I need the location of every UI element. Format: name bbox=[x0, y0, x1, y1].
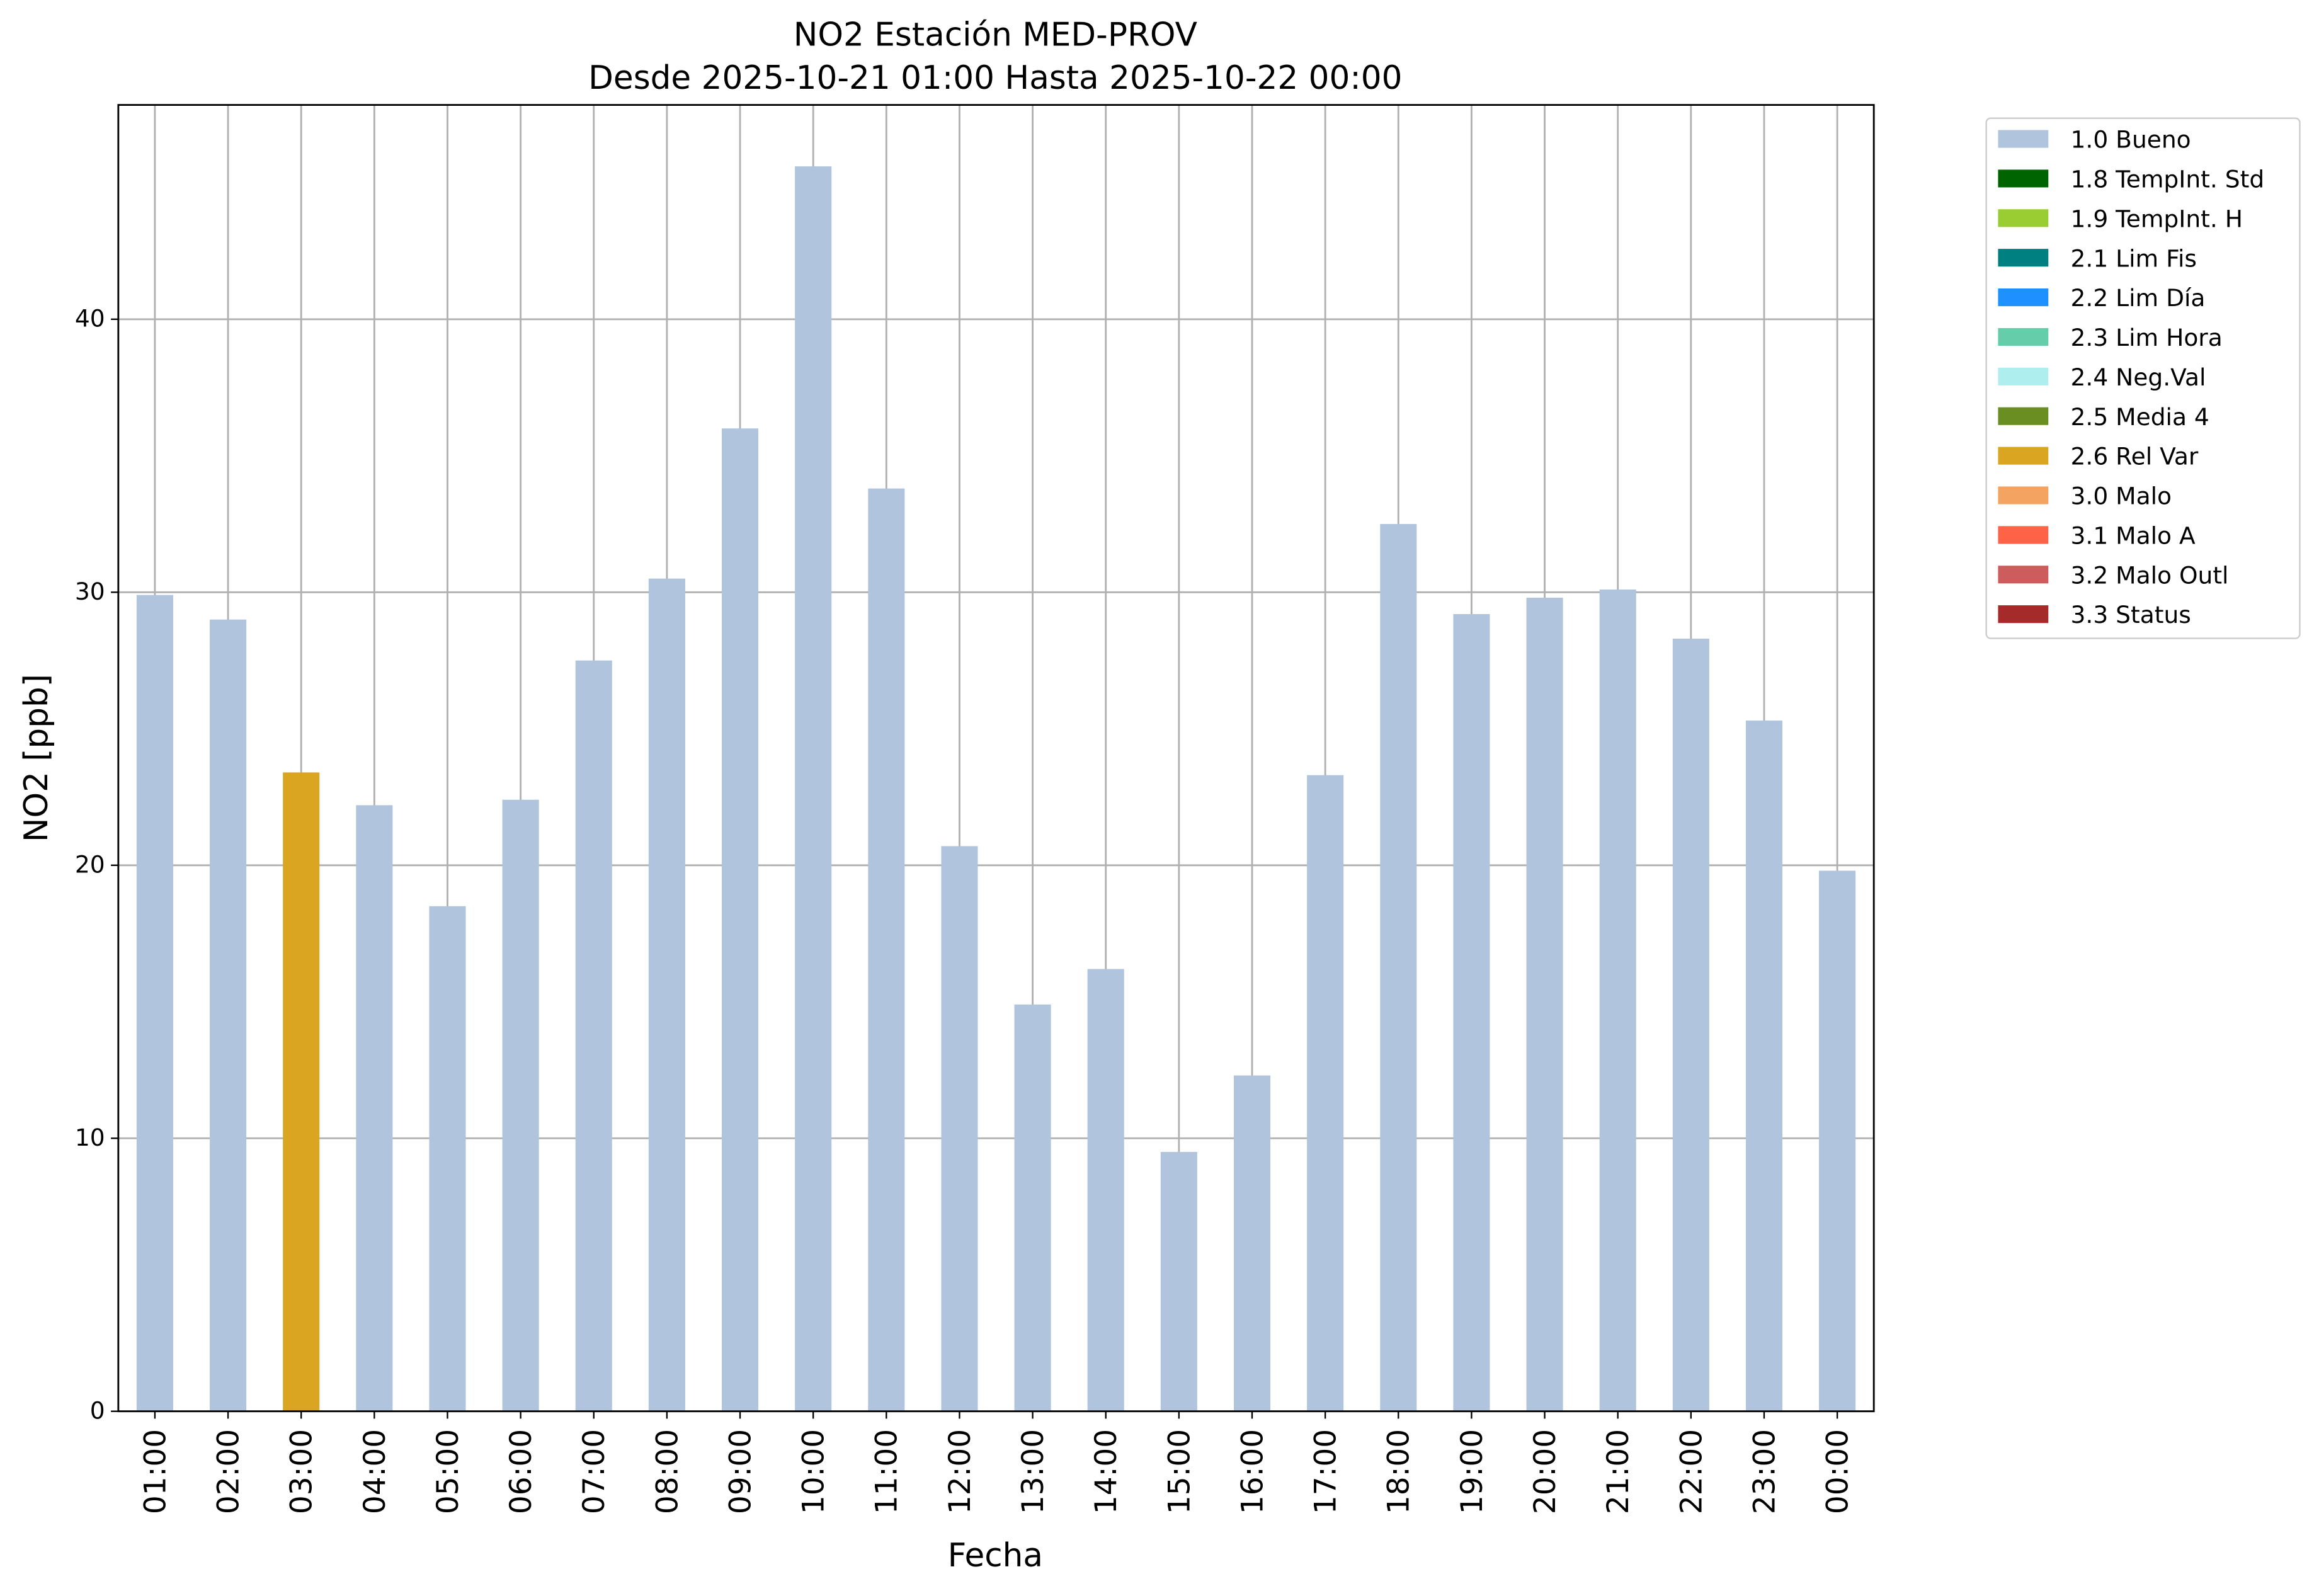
bars bbox=[136, 166, 1856, 1411]
legend-swatch bbox=[1998, 486, 2049, 504]
legend-label: 2.6 Rel Var bbox=[2071, 443, 2199, 470]
ticks: 0 10 20 30 40 01:00 02:00 03:00 04:00 05:00 06:00 0… bbox=[75, 305, 1855, 1514]
legend: 1.0 Bueno 1.8 TempInt. Std 1.9 TempInt. H 2… bbox=[1998, 126, 2264, 629]
bar bbox=[1014, 1004, 1051, 1411]
legend-swatch bbox=[1998, 566, 2049, 584]
legend-swatch bbox=[1998, 209, 2049, 227]
x-tick-label: 06:00 bbox=[504, 1429, 538, 1514]
y-tick-label: 10 bbox=[75, 1124, 105, 1151]
x-tick-label: 09:00 bbox=[723, 1429, 758, 1514]
legend-swatch bbox=[1998, 407, 2049, 425]
y-axis-label: NO2 [ppb] bbox=[18, 674, 55, 842]
bar bbox=[1819, 870, 1856, 1411]
legend-frame bbox=[1985, 117, 2301, 639]
x-tick-label: 17:00 bbox=[1309, 1429, 1343, 1514]
bar bbox=[868, 488, 905, 1411]
x-tick-label: 08:00 bbox=[650, 1429, 685, 1514]
legend-label: 3.1 Malo A bbox=[2071, 522, 2196, 549]
legend-label: 2.3 Lim Hora bbox=[2071, 324, 2223, 351]
bar bbox=[722, 428, 759, 1411]
y-tick-label: 0 bbox=[90, 1396, 105, 1424]
x-tick-label: 12:00 bbox=[943, 1429, 977, 1514]
y-tick-label: 20 bbox=[75, 851, 105, 879]
x-tick-label: 10:00 bbox=[797, 1429, 831, 1514]
legend-label: 2.4 Neg.Val bbox=[2071, 363, 2206, 391]
legend-label: 3.3 Status bbox=[2071, 601, 2191, 629]
legend-label: 2.1 Lim Fis bbox=[2071, 244, 2197, 272]
bar bbox=[356, 805, 393, 1411]
bar bbox=[1526, 597, 1563, 1411]
legend-label: 2.5 Media 4 bbox=[2071, 403, 2209, 431]
x-tick-label: 13:00 bbox=[1016, 1429, 1051, 1514]
legend-swatch bbox=[1998, 169, 2049, 188]
bar bbox=[1233, 1075, 1271, 1411]
x-tick-label: 21:00 bbox=[1601, 1429, 1636, 1514]
legend-swatch bbox=[1998, 328, 2049, 346]
x-tick-label: 11:00 bbox=[870, 1429, 904, 1514]
x-tick-label: 03:00 bbox=[285, 1429, 319, 1514]
x-tick-label: 23:00 bbox=[1747, 1429, 1782, 1514]
x-tick-label: 01:00 bbox=[138, 1429, 173, 1514]
legend-label: 1.8 TempInt. Std bbox=[2071, 166, 2265, 193]
bar bbox=[1087, 969, 1124, 1411]
x-tick-label: 16:00 bbox=[1235, 1429, 1270, 1514]
x-tick-label: 15:00 bbox=[1162, 1429, 1197, 1514]
plot-frame bbox=[117, 104, 1875, 1413]
bar bbox=[941, 846, 978, 1411]
bar bbox=[795, 166, 832, 1411]
legend-swatch bbox=[1998, 367, 2049, 385]
bar bbox=[648, 578, 685, 1411]
bar bbox=[136, 595, 173, 1411]
legend-swatch bbox=[1998, 130, 2049, 148]
chart-title: NO2 Estación MED-PROV bbox=[794, 16, 1197, 54]
x-tick-label: 00:00 bbox=[1821, 1429, 1855, 1514]
legend-label: 1.9 TempInt. H bbox=[2071, 205, 2243, 232]
x-tick-label: 14:00 bbox=[1089, 1429, 1124, 1514]
bar bbox=[283, 772, 320, 1411]
bar bbox=[1599, 589, 1636, 1411]
legend-label: 3.2 Malo Outl bbox=[2071, 561, 2229, 589]
bar bbox=[575, 660, 612, 1411]
bar bbox=[1160, 1151, 1197, 1411]
legend-label: 2.2 Lim Día bbox=[2071, 284, 2206, 312]
chart-subtitle: Desde 2025-10-21 01:00 Hasta 2025-10-22 … bbox=[588, 59, 1402, 97]
y-tick-label: 40 bbox=[75, 305, 105, 333]
bar bbox=[1672, 639, 1709, 1411]
bar bbox=[429, 906, 466, 1411]
legend-swatch bbox=[1998, 526, 2049, 544]
y-tick-label: 30 bbox=[75, 578, 105, 605]
bar bbox=[1307, 775, 1344, 1411]
x-tick-label: 05:00 bbox=[431, 1429, 465, 1514]
x-tick-label: 19:00 bbox=[1455, 1429, 1490, 1514]
bar bbox=[1745, 721, 1783, 1411]
x-tick-label: 07:00 bbox=[577, 1429, 612, 1514]
bar bbox=[210, 619, 247, 1411]
bar bbox=[502, 799, 539, 1411]
bar bbox=[1380, 523, 1417, 1411]
legend-swatch bbox=[1998, 249, 2049, 267]
x-tick-label: 22:00 bbox=[1674, 1429, 1709, 1514]
x-axis-label: Fecha bbox=[948, 1537, 1043, 1575]
x-tick-label: 04:00 bbox=[358, 1429, 392, 1514]
x-tick-label: 20:00 bbox=[1528, 1429, 1563, 1514]
legend-swatch bbox=[1998, 605, 2049, 624]
legend-label: 3.0 Malo bbox=[2071, 482, 2172, 510]
x-tick-label: 02:00 bbox=[211, 1429, 246, 1514]
legend-label: 1.0 Bueno bbox=[2071, 126, 2191, 154]
legend-swatch bbox=[1998, 288, 2049, 307]
x-tick-label: 18:00 bbox=[1382, 1429, 1416, 1514]
bar bbox=[1453, 613, 1490, 1411]
legend-swatch bbox=[1998, 447, 2049, 465]
